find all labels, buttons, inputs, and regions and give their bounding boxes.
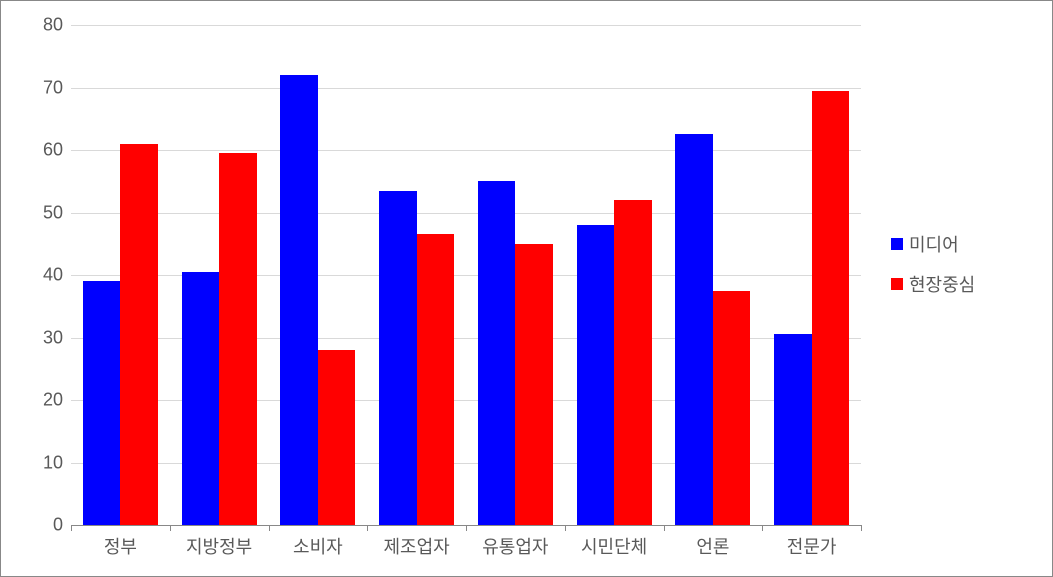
bar <box>83 281 121 525</box>
bar <box>120 144 158 525</box>
bar <box>219 153 257 525</box>
bar <box>379 191 417 525</box>
y-tick-label: 50 <box>43 202 71 223</box>
bar <box>812 91 850 525</box>
x-tick-mark <box>367 525 368 531</box>
legend-label: 현장중심 <box>909 271 975 297</box>
x-tick-label: 지방정부 <box>186 525 252 559</box>
legend-swatch <box>891 238 903 250</box>
gridline <box>71 213 861 214</box>
bar <box>675 134 713 525</box>
x-tick-label: 언론 <box>696 525 729 559</box>
bar <box>577 225 615 525</box>
bar <box>478 181 516 525</box>
x-tick-label: 소비자 <box>293 525 343 559</box>
gridline <box>71 25 861 26</box>
y-tick-label: 80 <box>43 15 71 36</box>
gridline <box>71 150 861 151</box>
plot-area: 01020304050607080정부지방정부소비자제조업자유통업자시민단체언론… <box>71 25 861 525</box>
x-tick-mark <box>762 525 763 531</box>
x-tick-label: 시민단체 <box>581 525 647 559</box>
bar <box>774 334 812 525</box>
x-tick-mark <box>269 525 270 531</box>
gridline <box>71 88 861 89</box>
y-tick-label: 70 <box>43 77 71 98</box>
y-tick-label: 0 <box>53 515 71 536</box>
x-tick-label: 정부 <box>104 525 137 559</box>
x-tick-mark <box>170 525 171 531</box>
x-tick-label: 유통업자 <box>482 525 548 559</box>
bar <box>318 350 356 525</box>
x-tick-mark <box>71 525 72 531</box>
y-tick-label: 20 <box>43 390 71 411</box>
bar <box>417 234 455 525</box>
chart-container: 0 10 20 30 40 50 60 70 80 정부 지방정부 소비자 제조업자 유통업자 시민단체 언론… <box>0 0 1053 577</box>
x-tick-mark <box>466 525 467 531</box>
x-tick-mark <box>565 525 566 531</box>
bar <box>182 272 220 525</box>
bar <box>280 75 318 525</box>
legend-label: 미디어 <box>909 231 959 257</box>
legend-item: 미디어 <box>891 231 975 257</box>
x-tick-label: 전문가 <box>787 525 837 559</box>
y-tick-label: 30 <box>43 327 71 348</box>
y-tick-label: 60 <box>43 140 71 161</box>
y-tick-label: 40 <box>43 265 71 286</box>
legend-item: 현장중심 <box>891 271 975 297</box>
x-tick-mark <box>861 525 862 531</box>
legend: 미디어현장중심 <box>891 231 975 311</box>
bar <box>713 291 751 525</box>
x-tick-mark <box>664 525 665 531</box>
bar <box>515 244 553 525</box>
legend-swatch <box>891 278 903 290</box>
y-tick-label: 10 <box>43 452 71 473</box>
bar <box>614 200 652 525</box>
x-tick-label: 제조업자 <box>384 525 450 559</box>
